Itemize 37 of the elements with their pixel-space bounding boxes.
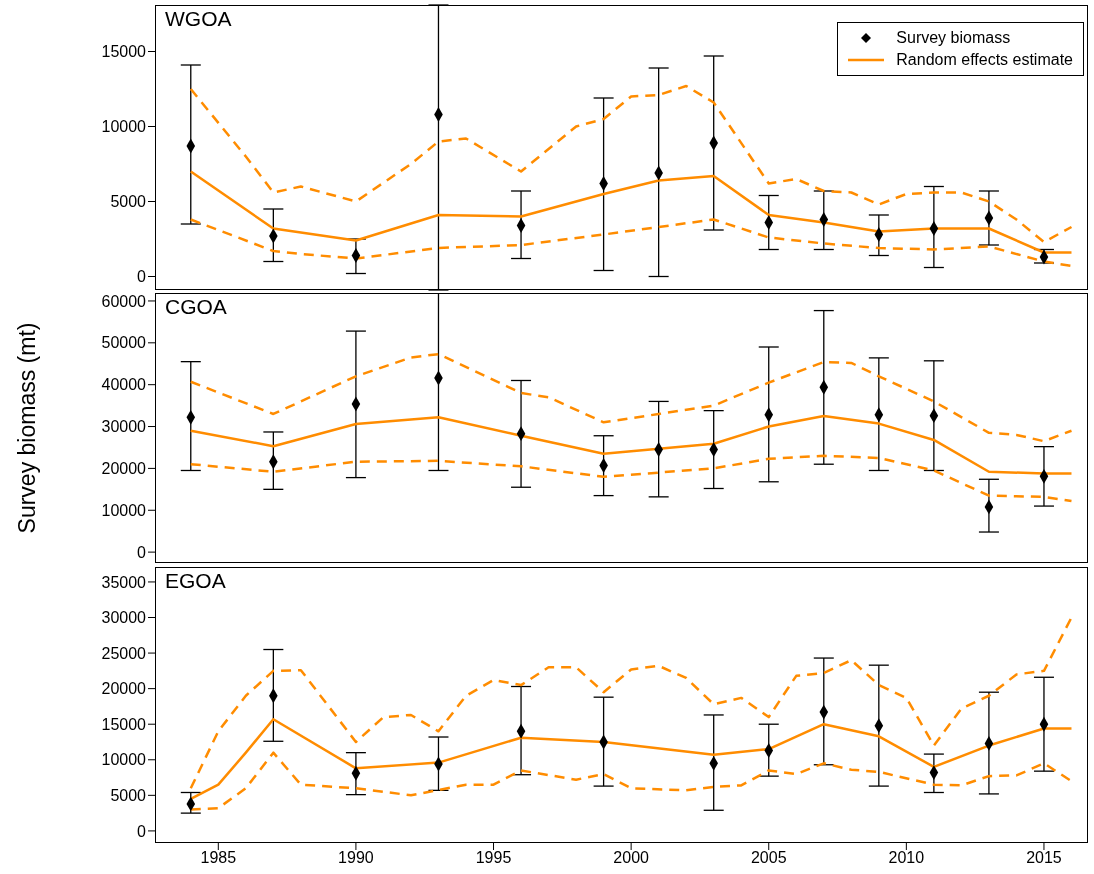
y-tick-label: 0 bbox=[137, 268, 147, 286]
y-tick-label: 20000 bbox=[101, 680, 147, 698]
chart-title: CGOA bbox=[165, 295, 227, 319]
y-axis-title: Survey biomass (mt) bbox=[14, 322, 40, 534]
x-tick-label: 2015 bbox=[1026, 849, 1062, 867]
y-tick-label: 15000 bbox=[101, 715, 147, 733]
y-tick-label: 35000 bbox=[101, 573, 147, 591]
y-tick-label: 0 bbox=[137, 822, 147, 840]
x-tick-label: 1985 bbox=[200, 849, 237, 867]
y-tick-label: 20000 bbox=[101, 460, 147, 478]
y-tick-label: 30000 bbox=[101, 609, 147, 627]
y-tick-label: 60000 bbox=[101, 292, 147, 310]
y-tick-label: 25000 bbox=[101, 644, 147, 662]
chart-title: WGOA bbox=[165, 7, 232, 31]
line-series bbox=[189, 84, 1073, 244]
y-tick-label: 0 bbox=[137, 543, 147, 561]
x-tick-label: 2000 bbox=[613, 849, 650, 867]
legend-label: Survey biomass bbox=[896, 29, 1011, 47]
y-tick-label: 10000 bbox=[101, 501, 147, 519]
y-tick-label: 15000 bbox=[101, 43, 147, 61]
line-series bbox=[189, 454, 1073, 503]
x-tick-label: 2005 bbox=[750, 849, 787, 867]
chart-title: EGOA bbox=[165, 569, 226, 593]
y-tick-label: 5000 bbox=[110, 787, 147, 805]
x-tick-label: 2010 bbox=[888, 849, 925, 867]
line-series bbox=[189, 218, 1073, 268]
x-tick-label: 1990 bbox=[338, 849, 374, 867]
line-series bbox=[189, 352, 1073, 443]
legend-label: Random effects estimate bbox=[896, 51, 1073, 69]
x-tick-label: 1995 bbox=[475, 849, 512, 867]
y-tick-label: 10000 bbox=[101, 751, 147, 769]
y-tick-label: 10000 bbox=[101, 118, 147, 136]
y-tick-label: 40000 bbox=[101, 376, 147, 394]
y-tick-label: 5000 bbox=[110, 193, 147, 211]
line-series bbox=[189, 616, 1073, 790]
y-tick-label: 50000 bbox=[101, 334, 147, 352]
y-tick-label: 30000 bbox=[101, 418, 147, 436]
